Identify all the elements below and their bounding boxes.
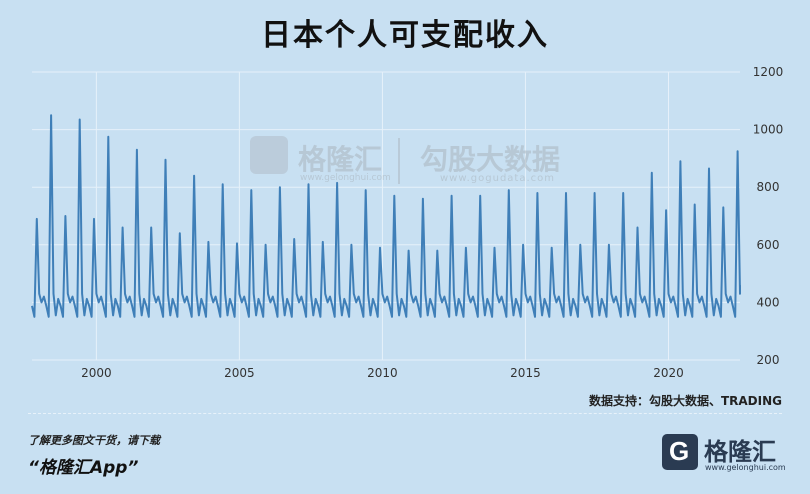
watermark-brand-1: 格隆汇 <box>298 143 383 176</box>
y-tick-label: 1000 <box>753 123 784 137</box>
y-tick-label: 800 <box>757 180 780 194</box>
chart-title: 日本个人可支配收入 <box>261 18 549 53</box>
y-tick-label: 400 <box>757 295 780 309</box>
y-tick-label: 200 <box>757 353 780 367</box>
x-tick-label: 2020 <box>653 366 684 380</box>
watermark-domain-1: www.gelonghui.com <box>300 173 391 183</box>
watermark-brand-2: 勾股大数据 <box>420 143 561 176</box>
app-name[interactable]: “格隆汇App” <box>28 458 139 478</box>
watermark-g-icon <box>250 136 288 174</box>
download-prompt: 了解更多图文干货，请下载 <box>28 434 160 447</box>
x-axis-ticks: 2000 2005 2010 2015 2020 <box>81 366 684 380</box>
x-tick-label: 2010 <box>367 366 398 380</box>
watermark-domain-2: www.gogudata.com <box>440 173 556 184</box>
y-tick-label: 1200 <box>753 65 784 79</box>
data-source: 数据支持：勾股大数据、TRADING <box>588 394 782 408</box>
gelonghui-logo[interactable]: G 格隆汇 www.gelonghui.com <box>662 432 786 476</box>
x-tick-label: 2015 <box>510 366 541 380</box>
footer-divider <box>28 413 782 414</box>
logo-domain: www.gelonghui.com <box>705 463 786 472</box>
logo-g-icon: G <box>662 434 698 470</box>
y-axis-ticks: 200 400 600 800 1000 1200 <box>753 65 784 367</box>
y-tick-label: 600 <box>757 238 780 252</box>
watermark-divider <box>398 138 400 184</box>
income-series-line <box>31 114 741 318</box>
x-tick-label: 2005 <box>224 366 255 380</box>
logo-name: 格隆汇 <box>704 438 776 466</box>
x-tick-label: 2000 <box>81 366 112 380</box>
